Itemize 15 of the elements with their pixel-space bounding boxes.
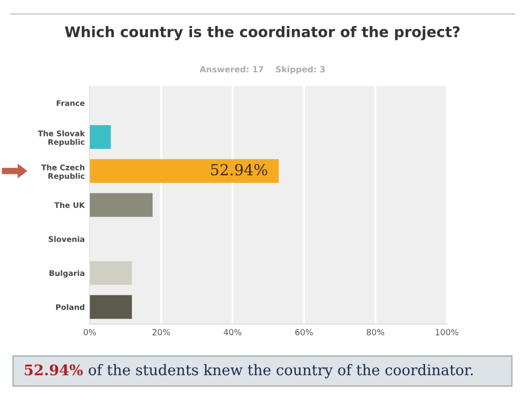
x-tick-label: 100% <box>436 329 458 336</box>
bar <box>90 159 279 183</box>
x-tick-label: 80% <box>366 329 384 336</box>
bar <box>90 261 132 285</box>
chart-title: Which country is the coordinator of the project? <box>64 26 460 40</box>
bar <box>90 295 132 319</box>
x-tick-label: 60% <box>295 329 313 336</box>
chart-subtitle: Answered: 17 Skipped: 3 <box>200 66 325 74</box>
x-tick-label: 20% <box>152 329 170 336</box>
data-label: 52.94% <box>211 164 268 176</box>
bar <box>90 193 153 217</box>
x-tick-label: 0% <box>84 329 96 336</box>
bar <box>90 125 111 149</box>
x-tick-label: 40% <box>224 329 242 336</box>
text: 52.94% of the students knew the country of the coordinator. <box>24 364 473 378</box>
